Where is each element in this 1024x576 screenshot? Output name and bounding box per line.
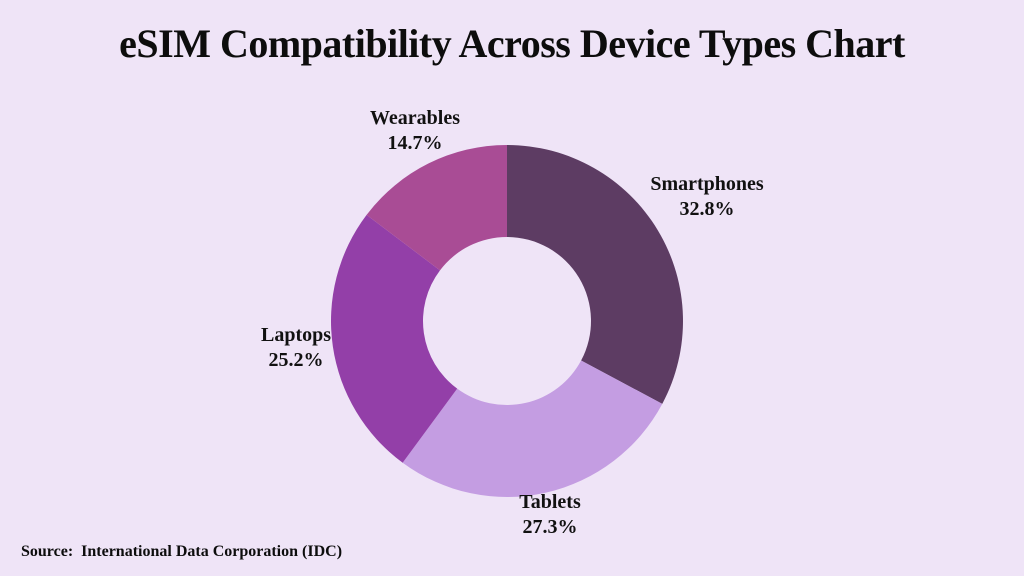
donut-segment-tablets [402, 360, 663, 497]
segment-value-tablets: 27.3% [522, 516, 578, 538]
segment-name-smartphones: Smartphones [650, 173, 764, 195]
segment-label-tablets: Tablets 27.3% [519, 490, 581, 540]
donut-segment-smartphones [507, 145, 683, 404]
source-note: Source: International Data Corporation (… [21, 543, 343, 560]
segment-name-tablets: Tablets [519, 491, 581, 513]
segment-label-wearables: Wearables 14.7% [370, 106, 460, 156]
donut-chart [331, 145, 683, 497]
donut-segment-laptops [331, 214, 458, 463]
donut-segment-wearables [366, 145, 507, 271]
segment-value-wearables: 14.7% [387, 132, 443, 154]
segment-value-smartphones: 32.8% [679, 198, 735, 220]
segment-label-laptops: Laptops 25.2% [261, 323, 331, 373]
segment-value-laptops: 25.2% [268, 349, 324, 371]
segment-name-wearables: Wearables [370, 107, 460, 129]
donut-chart-svg [331, 145, 683, 497]
segment-name-laptops: Laptops [260, 324, 332, 346]
segment-label-smartphones: Smartphones 32.8% [650, 172, 763, 222]
chart-title: eSIM Compatibility Across Device Types C… [119, 21, 905, 66]
